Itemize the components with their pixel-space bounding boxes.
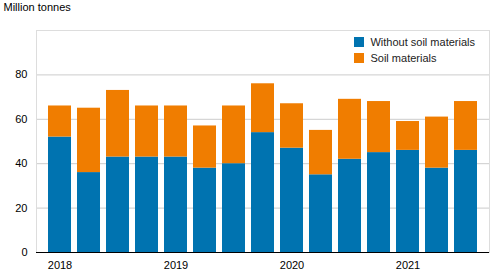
svg-text:0: 0 [21, 246, 27, 258]
svg-text:60: 60 [15, 113, 27, 125]
svg-text:Million tonnes: Million tonnes [4, 1, 72, 13]
svg-text:2019: 2019 [164, 259, 188, 271]
svg-text:20: 20 [15, 202, 27, 214]
html-text:Soil materials: Soil materials [370, 52, 437, 64]
svg-text:40: 40 [15, 157, 27, 169]
svg-text:2018: 2018 [48, 259, 72, 271]
svg-text:2020: 2020 [280, 259, 304, 271]
svg-text:2021: 2021 [396, 259, 420, 271]
html-text:Without soil materials: Without soil materials [370, 36, 475, 48]
svg-text:80: 80 [15, 68, 27, 80]
